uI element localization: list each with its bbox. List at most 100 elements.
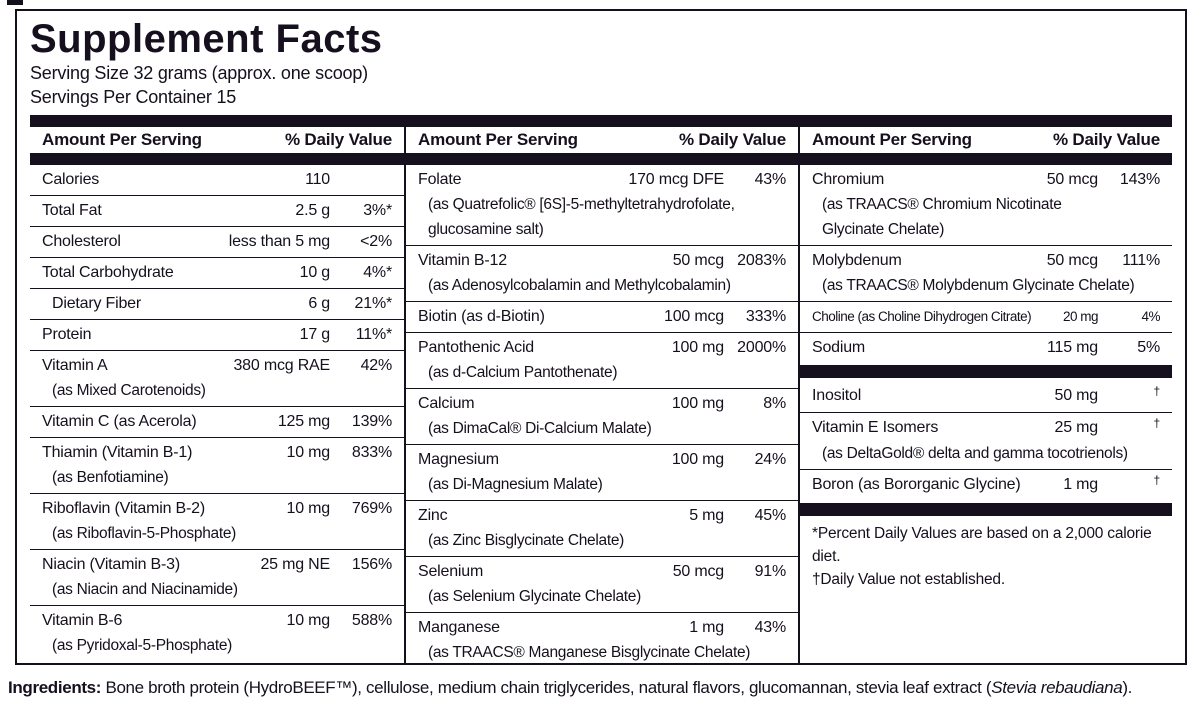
nutrient-main-line: Vitamin A 380 mcg RAE 42% [42, 353, 392, 378]
nutrient-name: Boron (as Bororganic Glycine) [812, 476, 1021, 493]
nutrient-amount: 1 mg [1063, 476, 1098, 493]
amount-per-serving-header: Amount Per Serving [42, 130, 202, 149]
nutrient-row: Choline (as Choline Dihydrogen Citrate) 2… [800, 302, 1172, 333]
ingredients-suffix: ). [1122, 678, 1133, 697]
serving-size-line: Serving Size 32 grams (approx. one scoop… [30, 63, 368, 83]
supplement-facts-panel: Supplement Facts Serving Size 32 grams (… [15, 9, 1187, 665]
nutrient-main-line: Calcium 100 mg 8% [418, 391, 786, 416]
nutrient-main-line: Thiamin (Vitamin B-1) 10 mg 833% [42, 440, 392, 465]
ingredients-text: Bone broth protein (HydroBEEF™), cellulo… [101, 678, 992, 697]
facts-column-1: Amount Per Serving % Daily Value Calorie… [30, 115, 404, 663]
nutrient-name: Molybdenum [812, 252, 902, 269]
header-bar-bottom [800, 153, 1172, 165]
nutrient-daily-value: <2% [360, 233, 392, 250]
nutrient-name: Pantothenic Acid [418, 339, 534, 356]
nutrient-daily-value: 769% [351, 500, 392, 517]
nutrient-daily-value: 833% [351, 444, 392, 461]
print-artifact [7, 0, 23, 5]
daily-value-header: % Daily Value [284, 130, 392, 149]
column-header: Amount Per Serving % Daily Value [30, 127, 404, 153]
nutrient-row: Zinc 5 mg 45% (as Zinc Bisglycinate Chelate… [406, 501, 798, 557]
nutrient-amount: 25 mg NE [260, 556, 330, 573]
nutrient-name: Magnesium [418, 451, 499, 468]
nutrient-main-line: Inositol 50 mg † [812, 383, 1160, 409]
nutrient-name: Vitamin A [42, 357, 108, 374]
nutrient-daily-value: 3%* [363, 202, 392, 219]
nutrient-source-line: (as Niacin and Niacinamide) [52, 581, 238, 598]
nutrient-amount: 6 g [308, 295, 330, 312]
nutrient-row: Vitamin B-12 50 mcg 2083% (as Adenosylcobal… [406, 246, 798, 302]
nutrient-main-line: Sodium 115 mg 5% [812, 335, 1160, 360]
column-header: Amount Per Serving % Daily Value [800, 127, 1172, 153]
nutrient-row: Vitamin C (as Acerola) 125 mg 139% [30, 407, 404, 438]
nutrient-daily-value: 42% [360, 357, 393, 374]
footnote-daily-values: *Percent Daily Values are based on a 2,0… [812, 525, 1152, 565]
nutrient-name: Calories [42, 171, 100, 188]
nutrient-main-line: Choline (as Choline Dihydrogen Citrate) 2… [812, 304, 1161, 329]
nutrient-amount: 100 mg [671, 395, 724, 412]
nutrient-amount: 50 mcg [1046, 252, 1098, 269]
nutrient-daily-value: 11%* [355, 326, 392, 343]
nutrient-name: Niacin (Vitamin B-3) [42, 556, 180, 573]
nutrient-amount: 10 mg [286, 612, 331, 629]
nutrient-amount: 2.5 g [295, 202, 330, 219]
footnotes: *Percent Daily Values are based on a 2,0… [800, 519, 1172, 594]
facts-table: Amount Per Serving % Daily Value Calorie… [30, 115, 1172, 663]
nutrient-amount: 50 mcg [1046, 171, 1098, 188]
nutrient-daily-value: 143% [1119, 171, 1160, 188]
header-bar-top [30, 115, 404, 127]
amount-per-serving-header: Amount Per Serving [812, 130, 972, 149]
nutrient-row: Calcium 100 mg 8% (as DimaCal® Di-Calcium M… [406, 389, 798, 445]
nutrient-rows: Chromium 50 mcg 143% (as TRAACS® Chromium N… [800, 165, 1172, 516]
nutrient-name: Biotin (as d-Biotin) [418, 308, 545, 325]
panel-title: Supplement Facts [30, 17, 383, 61]
nutrient-source-line: (as d-Calcium Pantothenate) [428, 364, 618, 381]
daily-value-header: % Daily Value [678, 130, 786, 149]
nutrient-main-line: Vitamin E Isomers 25 mg † [812, 415, 1160, 441]
nutrient-row: Magnesium 100 mg 24% (as Di-Magnesium Malat… [406, 445, 798, 501]
nutrient-name: Vitamin B-6 [42, 612, 123, 629]
nutrient-amount: 125 mg [277, 413, 330, 430]
nutrient-main-line: Vitamin B-12 50 mcg 2083% [418, 248, 786, 273]
nutrient-amount: 170 mcg DFE [628, 171, 724, 188]
nutrient-name: Sodium [812, 339, 866, 356]
nutrient-main-line: Selenium 50 mcg 91% [418, 559, 786, 584]
nutrient-row: Total Carbohydrate 10 g 4%* [30, 258, 404, 289]
nutrient-daily-value: 45% [754, 507, 787, 524]
nutrient-daily-value: 24% [754, 451, 787, 468]
nutrient-daily-value: 4%* [363, 264, 392, 281]
nutrient-row: Vitamin E Isomers 25 mg † (as DeltaGold® de… [800, 413, 1172, 470]
nutrient-name: Riboflavin (Vitamin B-2) [42, 500, 205, 517]
nutrient-source-line: (as TRAACS® Molybdenum Glycinate Chelate… [822, 277, 1135, 294]
nutrient-row: Inositol 50 mg † [800, 381, 1172, 413]
nutrient-name: Folate [418, 171, 462, 188]
nutrient-amount: 100 mg [671, 339, 724, 356]
nutrient-row: Vitamin B-6 10 mg 588% (as Pyridoxal-5-Phos… [30, 606, 404, 661]
nutrient-amount: 100 mcg [664, 308, 724, 325]
nutrient-source-line: (as Mixed Carotenoids) [52, 382, 206, 399]
nutrient-main-line: Total Carbohydrate 10 g 4%* [42, 260, 392, 285]
nutrient-source-line: (as Zinc Bisglycinate Chelate) [428, 532, 625, 549]
nutrient-source-line: (as TRAACS® Manganese Bisglycinate Chela… [428, 644, 751, 661]
nutrient-amount: 10 mg [286, 500, 331, 517]
nutrient-source-line: glucosamine salt) [428, 221, 544, 238]
daily-value-header: % Daily Value [1052, 130, 1160, 149]
nutrient-main-line: Zinc 5 mg 45% [418, 503, 786, 528]
nutrient-name: Vitamin C (as Acerola) [42, 413, 197, 430]
nutrient-main-line: Vitamin C (as Acerola) 125 mg 139% [42, 409, 392, 434]
nutrient-amount: 50 mcg [672, 252, 724, 269]
nutrient-daily-value: † [1153, 473, 1161, 487]
nutrient-name: Dietary Fiber [52, 295, 141, 312]
nutrient-row: Cholesterol less than 5 mg <2% [30, 227, 404, 258]
footnote-dagger: †Daily Value not established. [812, 571, 1005, 588]
nutrient-daily-value: 43% [754, 619, 787, 636]
nutrient-daily-value: 4% [1141, 309, 1160, 324]
nutrient-row: Biotin (as d-Biotin) 100 mcg 333% [406, 302, 798, 333]
nutrient-amount: 10 g [299, 264, 331, 281]
nutrient-name: Protein [42, 326, 92, 343]
nutrient-source-line: (as DeltaGold® delta and gamma tocotrien… [822, 445, 1128, 462]
amount-per-serving-header: Amount Per Serving [418, 130, 578, 149]
nutrient-main-line: Magnesium 100 mg 24% [418, 447, 786, 472]
nutrient-main-line: Molybdenum 50 mcg 111% [812, 248, 1160, 273]
nutrient-amount: 17 g [299, 326, 331, 343]
